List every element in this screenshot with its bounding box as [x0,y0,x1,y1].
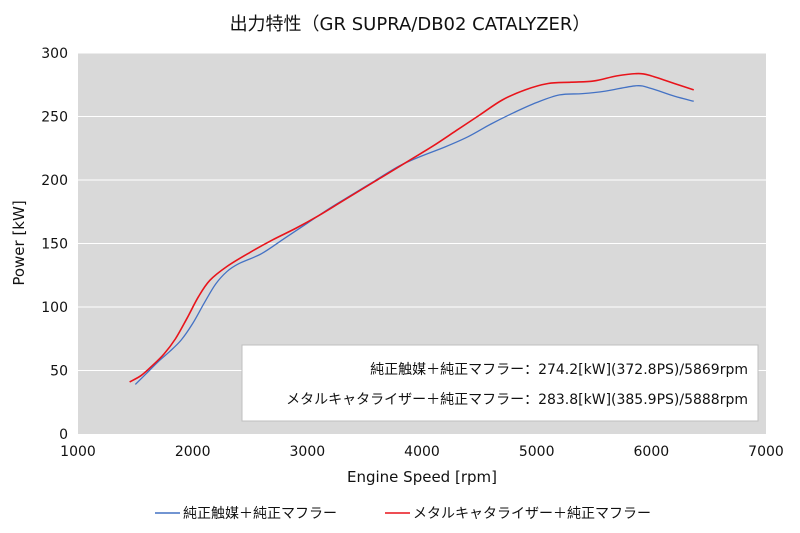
x-tick-label: 7000 [748,444,784,460]
chart-title: 出力特性（GR SUPRA/DB02 CATALYZER） [230,14,591,35]
annotation-box [241,344,759,422]
x-tick-label: 1000 [60,444,96,460]
x-tick-label: 4000 [404,444,440,460]
legend-label-stock: 純正触媒＋純正マフラー [183,506,337,522]
y-tick-label: 0 [59,427,68,443]
y-tick-label: 100 [41,300,68,316]
annotation-stock: 純正触媒＋純正マフラー：274.2[kW](372.8PS)/5869rpm [370,362,748,378]
y-tick-label: 300 [41,46,68,62]
y-tick-label: 150 [41,237,68,253]
x-axis-label: Engine Speed [rpm] [347,468,497,486]
y-tick-label: 200 [41,173,68,189]
x-tick-label: 2000 [175,444,211,460]
annotation-metal: メタルキャタライザー＋純正マフラー：283.8[kW](385.9PS)/588… [286,392,748,408]
legend-label-metal: メタルキャタライザー＋純正マフラー [413,506,651,522]
x-tick-label: 5000 [519,444,555,460]
axis-ticks: 0 50 100 150 200 250 300 1000 2000 3000 4000 5000 60… [41,46,784,460]
y-axis-label: Power [kW] [10,200,28,285]
x-tick-label: 6000 [634,444,670,460]
series-lines [129,72,695,385]
x-tick-label: 3000 [290,444,326,460]
y-tick-label: 50 [50,364,68,380]
series-line-metal [129,72,695,383]
y-tick-label: 250 [41,110,68,126]
